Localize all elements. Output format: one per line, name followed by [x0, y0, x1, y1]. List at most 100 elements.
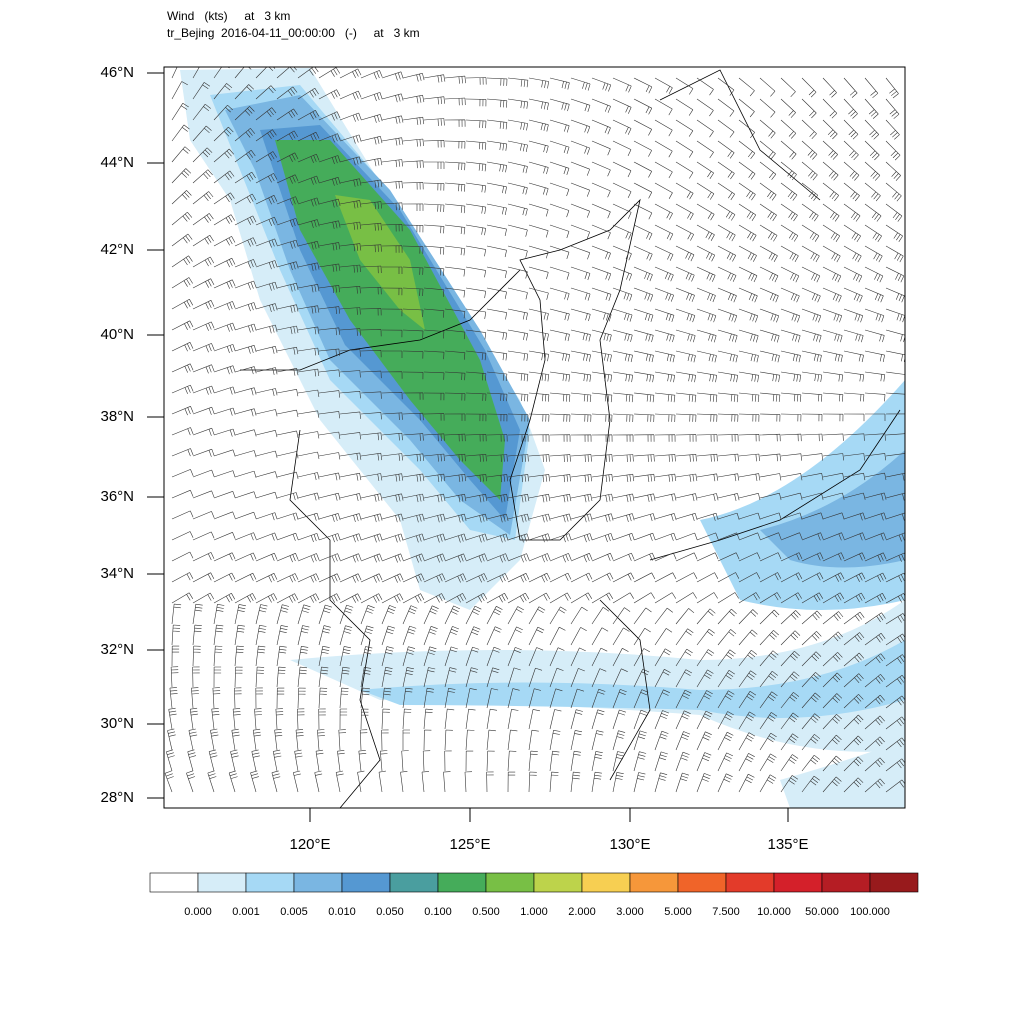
- wind-barb: [486, 119, 508, 130]
- wind-barb: [486, 553, 509, 563]
- wind-barb: [654, 473, 677, 482]
- wind-barb: [276, 346, 299, 355]
- wind-barb: [360, 513, 383, 523]
- wind-barb: [402, 329, 424, 338]
- wind-barb: [169, 687, 178, 709]
- wind-barb: [570, 592, 593, 604]
- wind-barb: [738, 453, 760, 462]
- wind-barb: [444, 308, 466, 319]
- wind-barb: [234, 237, 257, 247]
- wind-barb: [612, 329, 633, 342]
- wind-barb: [444, 667, 457, 688]
- wind-barb: [507, 493, 530, 503]
- wind-barb: [570, 493, 593, 503]
- wind-barb: [402, 116, 425, 125]
- wind-barb: [612, 607, 631, 625]
- wind-barb: [192, 234, 214, 247]
- wind-barb: [378, 770, 386, 793]
- wind-barb: [339, 178, 362, 187]
- wind-barb: [591, 592, 614, 604]
- wind-barb: [507, 203, 528, 216]
- wind-barb: [444, 513, 467, 523]
- wind-barb: [801, 77, 817, 98]
- wind-barb: [591, 98, 611, 113]
- wind-barb: [801, 473, 824, 481]
- wind-barb: [402, 453, 424, 462]
- wind-barb: [401, 750, 409, 772]
- wind-barb: [738, 592, 760, 604]
- wind-barb: [255, 151, 277, 163]
- wind-barb: [360, 667, 372, 688]
- wind-barb: [213, 126, 234, 142]
- wind-barb: [843, 756, 864, 772]
- wind-barb: [885, 77, 899, 99]
- wind-barb: [318, 369, 340, 377]
- wind-barb: [885, 472, 905, 481]
- wind-barb: [486, 308, 507, 320]
- wind-barb: [444, 626, 460, 646]
- wind-barb: [297, 625, 310, 646]
- wind-barb: [591, 77, 612, 92]
- wind-barb: [192, 448, 215, 457]
- wind-barb: [801, 287, 821, 303]
- wind-barb: [528, 287, 549, 300]
- wind-barb: [507, 161, 528, 174]
- wind-barb: [696, 532, 719, 541]
- wind-barb: [801, 266, 821, 283]
- wind-barb: [171, 146, 191, 163]
- wind-barb: [780, 287, 800, 303]
- wind-barb: [549, 182, 570, 197]
- wind-barb: [234, 171, 256, 184]
- wind-barb: [423, 626, 438, 646]
- wind-barb: [443, 771, 451, 793]
- wind-barb: [675, 434, 697, 442]
- wind-barb: [675, 77, 694, 95]
- wind-barb: [507, 729, 518, 751]
- wind-barb: [402, 224, 424, 233]
- wind-barb: [297, 368, 320, 377]
- wind-barb: [738, 512, 761, 520]
- wind-barb: [444, 433, 466, 442]
- colorbar-box: [341, 872, 391, 893]
- wind-barb: [276, 196, 299, 206]
- wind-barb: [843, 140, 859, 161]
- wind-barb: [675, 266, 695, 282]
- wind-barb: [591, 161, 611, 177]
- wind-barb: [339, 370, 361, 378]
- wind-barb: [780, 161, 797, 181]
- wind-barb: [444, 729, 453, 751]
- wind-barb: [360, 179, 383, 188]
- wind-barb: [570, 606, 588, 625]
- wind-barb: [315, 749, 324, 772]
- wind-barb: [339, 625, 353, 646]
- wind-barb: [171, 168, 192, 184]
- wind-barb: [528, 434, 550, 442]
- wind-barb: [234, 593, 257, 604]
- wind-barb: [696, 119, 714, 138]
- wind-barb: [822, 492, 845, 500]
- wind-barb: [717, 350, 738, 363]
- wind-barb: [738, 552, 761, 562]
- wind-barb: [696, 413, 718, 422]
- wind-barb: [885, 572, 905, 583]
- wind-barb: [213, 449, 236, 457]
- wind-barb: [318, 593, 341, 604]
- wind-barb: [192, 645, 201, 667]
- wind-barb: [696, 493, 719, 502]
- wind-barb: [865, 413, 886, 421]
- wind-barb: [717, 392, 739, 403]
- wind-barb: [696, 473, 719, 482]
- wind-barb: [423, 266, 445, 276]
- wind-barb: [570, 627, 587, 646]
- wind-barb: [612, 454, 634, 463]
- wind-barb: [423, 350, 445, 360]
- wind-barb: [423, 646, 437, 667]
- wind-barb: [633, 689, 649, 709]
- wind-barb: [486, 203, 507, 215]
- wind-barb: [339, 432, 361, 440]
- wind-barb: [738, 371, 759, 383]
- lon-tick-label: 130°E: [609, 836, 650, 853]
- wind-barb: [402, 138, 424, 147]
- wind-barb: [633, 308, 654, 322]
- wind-barb: [171, 363, 194, 373]
